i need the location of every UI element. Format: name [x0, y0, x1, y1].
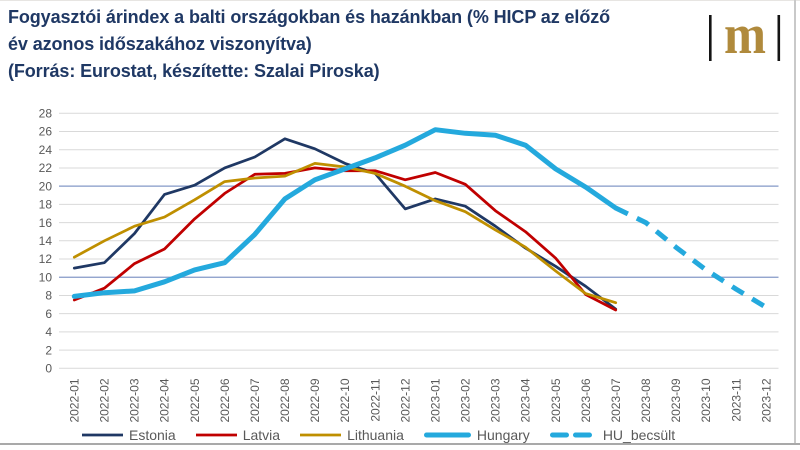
y-tick-label-16: 16 [39, 216, 53, 230]
legend-marker-Latvia [195, 433, 237, 437]
legend-item-Estonia: Estonia [82, 427, 176, 443]
chart-legend: Estonia Latvia Lithuania Hungary HU_becsült [82, 427, 675, 443]
x-tick-label-2023-03: 2023-03 [489, 378, 503, 422]
x-tick-label-2022-03: 2022-03 [128, 378, 142, 422]
y-tick-label-4: 4 [45, 325, 52, 339]
y-tick-label-12: 12 [39, 252, 53, 266]
series-line-Latvia [72, 166, 618, 312]
y-tick-label-22: 22 [39, 161, 53, 175]
legend-label-Estonia: Estonia [129, 427, 176, 443]
x-tick-label-2023-12: 2023-12 [759, 378, 773, 422]
legend-item-Latvia: Latvia [195, 427, 281, 443]
x-tick-label-2022-06: 2022-06 [218, 378, 232, 422]
x-tick-label-2022-10: 2022-10 [338, 378, 352, 422]
series-line-Hungary [71, 127, 619, 299]
x-tick-label-2023-07: 2023-07 [609, 378, 623, 422]
chart-title: Fogyasztói árindex a balti országokban é… [8, 4, 610, 85]
x-tick-label-2022-11: 2022-11 [368, 378, 382, 421]
legend-label-Latvia: Latvia [242, 427, 281, 443]
x-tick-label-2023-04: 2023-04 [519, 378, 533, 422]
chart-title-line3: (Forrás: Eurostat, készítette: Szalai Pi… [8, 61, 380, 81]
x-tick-label-2022-09: 2022-09 [308, 378, 322, 422]
series-line-HU_becsült [614, 205, 768, 310]
y-tick-label-26: 26 [39, 125, 53, 139]
legend-marker-Lithuania [300, 433, 342, 437]
x-tick-label-2023-01: 2023-01 [428, 378, 442, 422]
bottom-border-line [0, 443, 800, 445]
brand-logo: m [709, 13, 781, 65]
legend-item-HU_becsült: HU_becsült [549, 427, 676, 443]
right-border-line [794, 0, 796, 443]
y-tick-label-14: 14 [39, 234, 53, 248]
y-tick-label-20: 20 [39, 179, 53, 193]
x-tick-label-2022-01: 2022-01 [68, 378, 82, 422]
legend-label-Hungary: Hungary [476, 427, 530, 443]
y-tick-label-28: 28 [39, 107, 53, 121]
legend-label-Lithuania: Lithuania [347, 427, 404, 443]
legend-item-Hungary: Hungary [423, 427, 530, 443]
x-tick-label-2023-10: 2023-10 [699, 378, 713, 422]
y-tick-label-24: 24 [39, 143, 53, 157]
x-tick-label-2023-09: 2023-09 [669, 378, 683, 422]
x-tick-label-2023-05: 2023-05 [549, 378, 563, 422]
legend-marker-Estonia [82, 433, 123, 437]
brand-logo-left-bar [709, 15, 712, 61]
x-tick-label-2022-04: 2022-04 [158, 378, 172, 422]
top-border-line [0, 0, 800, 1]
brand-logo-right-bar [777, 15, 781, 61]
chart-title-line1: Fogyasztói árindex a balti országokban é… [8, 7, 611, 27]
x-tick-label-2022-05: 2022-05 [188, 378, 202, 422]
chart-title-line2: év azonos időszakához viszonyítva) [8, 34, 312, 54]
x-tick-label-2022-07: 2022-07 [248, 378, 262, 422]
series-line-Lithuania [72, 162, 618, 305]
y-tick-label-0: 0 [45, 362, 52, 376]
y-tick-label-8: 8 [45, 289, 52, 303]
y-tick-label-2: 2 [45, 343, 52, 357]
legend-item-Lithuania: Lithuania [300, 427, 404, 443]
legend-marker-Hungary [423, 432, 471, 438]
x-tick-label-2023-08: 2023-08 [639, 378, 653, 422]
x-tick-label-2022-08: 2022-08 [278, 378, 292, 422]
y-tick-label-6: 6 [45, 307, 52, 321]
x-tick-label-2023-02: 2023-02 [459, 378, 473, 422]
x-tick-label-2023-06: 2023-06 [579, 378, 593, 422]
brand-logo-letter: m [724, 13, 766, 65]
x-tick-label-2022-02: 2022-02 [98, 378, 112, 422]
y-tick-label-10: 10 [39, 270, 53, 284]
legend-label-HU_becsült: HU_becsült [602, 427, 676, 443]
legend-marker-HU_becsült [549, 432, 597, 438]
y-tick-label-18: 18 [39, 198, 53, 212]
x-tick-label-2022-12: 2022-12 [398, 378, 412, 422]
x-tick-label-2023-11: 2023-11 [729, 378, 743, 421]
